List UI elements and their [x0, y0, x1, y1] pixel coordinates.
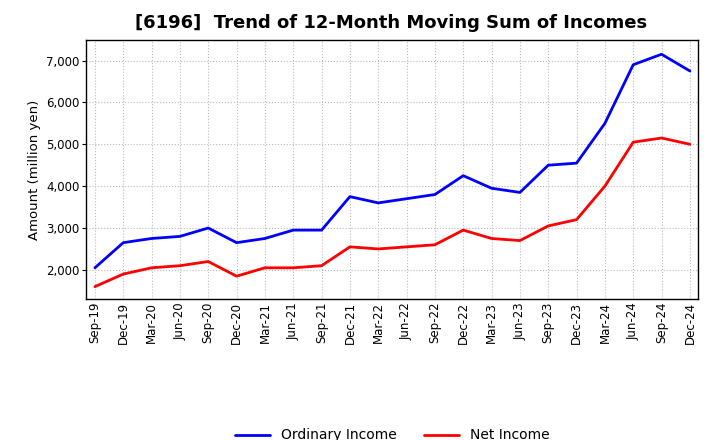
Ordinary Income	[91, 265, 99, 271]
Text: [6196]  Trend of 12-Month Moving Sum of Incomes: [6196] Trend of 12-Month Moving Sum of I…	[135, 15, 647, 33]
Ordinary Income	[431, 192, 439, 197]
Ordinary Income	[544, 162, 552, 168]
Ordinary Income	[516, 190, 524, 195]
Net Income	[516, 238, 524, 243]
Ordinary Income	[487, 186, 496, 191]
Net Income	[544, 223, 552, 228]
Net Income	[233, 274, 241, 279]
Y-axis label: Amount (million yen): Amount (million yen)	[27, 99, 40, 239]
Net Income	[261, 265, 269, 271]
Ordinary Income	[600, 121, 609, 126]
Net Income	[487, 236, 496, 241]
Ordinary Income	[685, 68, 694, 73]
Net Income	[629, 139, 637, 145]
Net Income	[346, 244, 354, 249]
Ordinary Income	[657, 51, 666, 57]
Ordinary Income	[204, 225, 212, 231]
Line: Ordinary Income: Ordinary Income	[95, 54, 690, 268]
Ordinary Income	[176, 234, 184, 239]
Ordinary Income	[148, 236, 156, 241]
Net Income	[685, 142, 694, 147]
Ordinary Income	[402, 196, 411, 202]
Net Income	[119, 271, 127, 277]
Ordinary Income	[572, 161, 581, 166]
Net Income	[204, 259, 212, 264]
Net Income	[91, 284, 99, 289]
Net Income	[600, 183, 609, 189]
Ordinary Income	[233, 240, 241, 246]
Net Income	[431, 242, 439, 247]
Ordinary Income	[289, 227, 297, 233]
Net Income	[657, 136, 666, 141]
Net Income	[289, 265, 297, 271]
Ordinary Income	[459, 173, 467, 178]
Net Income	[572, 217, 581, 222]
Net Income	[148, 265, 156, 271]
Net Income	[374, 246, 382, 252]
Ordinary Income	[374, 200, 382, 205]
Net Income	[318, 263, 326, 268]
Net Income	[176, 263, 184, 268]
Ordinary Income	[261, 236, 269, 241]
Net Income	[459, 227, 467, 233]
Legend: Ordinary Income, Net Income: Ordinary Income, Net Income	[230, 423, 555, 440]
Line: Net Income: Net Income	[95, 138, 690, 286]
Ordinary Income	[318, 227, 326, 233]
Ordinary Income	[346, 194, 354, 199]
Ordinary Income	[629, 62, 637, 67]
Ordinary Income	[119, 240, 127, 246]
Net Income	[402, 244, 411, 249]
